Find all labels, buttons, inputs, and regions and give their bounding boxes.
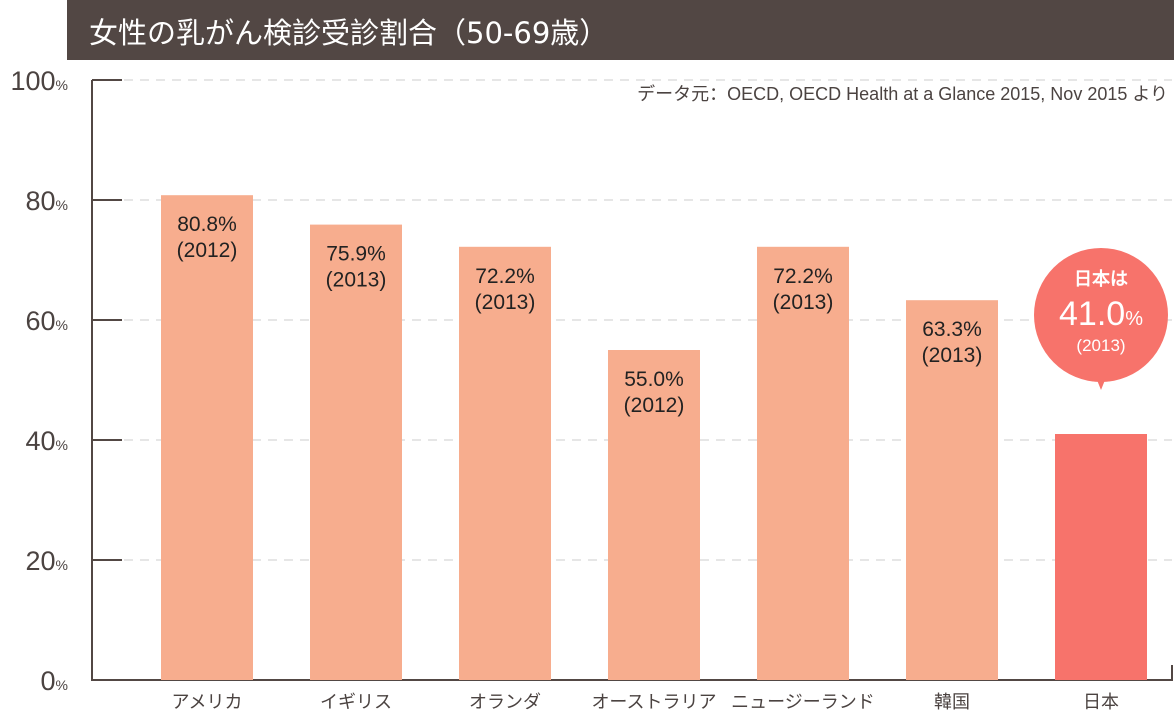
callout-pointer bbox=[1093, 370, 1109, 390]
data-source: データ元：OECD, OECD Health at a Glance 2015,… bbox=[637, 84, 1168, 104]
x-tick-label: 日本 bbox=[1083, 692, 1119, 713]
x-tick-label: ニュージーランド bbox=[731, 692, 875, 713]
bar bbox=[608, 350, 700, 680]
bar bbox=[1055, 434, 1147, 680]
y-tick-label: 0% bbox=[41, 666, 68, 696]
x-tick-label: アメリカ bbox=[171, 692, 242, 713]
y-tick-label: 20% bbox=[26, 546, 69, 576]
x-tick-label: 韓国 bbox=[934, 692, 970, 713]
bar-value-label: 72.2% bbox=[475, 265, 535, 288]
bar-year-label: (2012) bbox=[624, 394, 685, 417]
bar-year-label: (2012) bbox=[177, 239, 238, 262]
bar bbox=[310, 224, 402, 680]
bar-year-label: (2013) bbox=[773, 291, 834, 314]
x-tick-label: オランダ bbox=[469, 692, 541, 713]
bar-value-label: 55.0% bbox=[624, 368, 684, 391]
bar bbox=[459, 246, 551, 681]
x-tick-label: オーストラリア bbox=[591, 692, 716, 713]
y-tick-label: 40% bbox=[26, 426, 69, 456]
bar bbox=[757, 246, 849, 681]
callout-year: (2013) bbox=[1076, 336, 1125, 355]
y-tick-label: 60% bbox=[26, 306, 69, 336]
bar-year-label: (2013) bbox=[922, 344, 983, 367]
y-tick-label: 80% bbox=[26, 186, 69, 216]
title-bar: 女性の乳がん検診受診割合（50-69歳） bbox=[67, 0, 1174, 60]
callout-heading: 日本は bbox=[1074, 268, 1128, 289]
chart-title: 女性の乳がん検診受診割合（50-69歳） bbox=[89, 16, 609, 50]
bar-value-label: 75.9% bbox=[326, 243, 386, 266]
y-tick-label: 100% bbox=[10, 66, 68, 96]
bar-value-label: 72.2% bbox=[773, 265, 833, 288]
bar-value-label: 63.3% bbox=[922, 318, 982, 341]
bar bbox=[161, 195, 253, 680]
bar-year-label: (2013) bbox=[475, 291, 536, 314]
bar-value-label: 80.8% bbox=[177, 213, 237, 236]
callout-bubble bbox=[1034, 248, 1168, 382]
callout-value: 41.0% bbox=[1059, 295, 1143, 333]
x-tick-label: イギリス bbox=[320, 692, 392, 713]
bar-year-label: (2013) bbox=[326, 269, 387, 292]
bar bbox=[906, 300, 998, 680]
